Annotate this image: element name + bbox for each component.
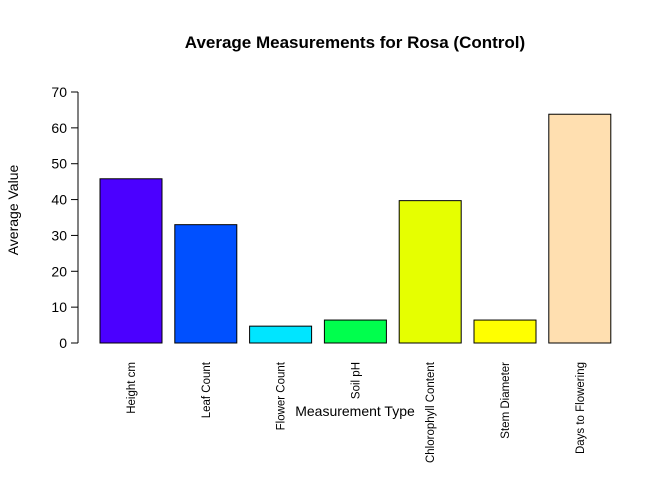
category-label: Days to Flowering <box>575 362 587 454</box>
category-label: Chlorophyll Content <box>425 361 437 463</box>
category-label: Stem Diameter <box>500 362 512 439</box>
y-tick-label: 10 <box>51 299 67 315</box>
bar <box>473 319 537 344</box>
y-tick-label: 70 <box>51 84 67 100</box>
category-label: Flower Count <box>276 361 288 430</box>
bar <box>323 319 387 344</box>
bar <box>548 113 612 344</box>
chart-title: Average Measurements for Rosa (Control) <box>185 33 525 52</box>
y-tick-label: 0 <box>59 335 67 351</box>
x-axis-label: Measurement Type <box>295 403 415 419</box>
y-tick-label: 30 <box>51 227 67 243</box>
y-tick-label: 20 <box>51 263 67 279</box>
y-axis: 0 10 20 30 40 50 60 70 <box>51 84 79 351</box>
bar <box>398 200 462 344</box>
bars-group <box>99 113 612 344</box>
bar <box>99 178 163 344</box>
category-label: Leaf Count <box>201 361 213 418</box>
y-tick-label: 60 <box>51 120 67 136</box>
y-tick-label: 40 <box>51 192 67 208</box>
y-tick-label: 50 <box>51 156 67 172</box>
y-axis-label: Average Value <box>5 165 21 256</box>
category-label: Height cm <box>126 362 138 414</box>
category-label: Soil pH <box>350 362 362 399</box>
bar <box>174 224 238 344</box>
category-labels-group: Height cm Leaf Count Flower Count Soil pH Ch… <box>126 361 587 463</box>
bar <box>249 325 313 344</box>
